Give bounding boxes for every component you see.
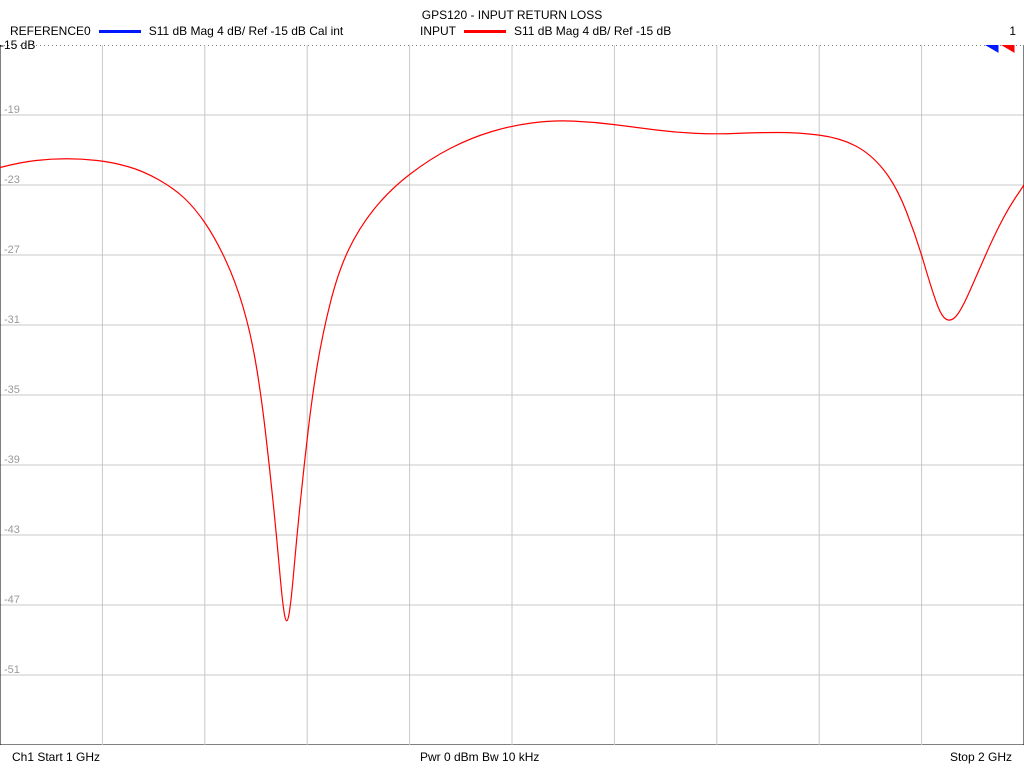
y-tick-label: -39 xyxy=(4,454,20,466)
status-left: Ch1 Start 1 GHz xyxy=(12,750,100,764)
legend-desc-1: S11 dB Mag 4 dB/ Ref -15 dB xyxy=(514,24,671,38)
y-tick-label: -47 xyxy=(4,594,20,606)
y-tick-label: -43 xyxy=(4,524,20,536)
y-tick-label: -23 xyxy=(4,174,20,186)
status-right: Stop 2 GHz xyxy=(950,750,1012,764)
y-tick-label: -35 xyxy=(4,384,20,396)
legend-swatch-1 xyxy=(464,30,506,33)
legend-name-1: INPUT xyxy=(420,24,456,38)
marker-triangle-reference xyxy=(986,45,998,52)
legend-swatch-0 xyxy=(99,30,141,33)
status-center: Pwr 0 dBm Bw 10 kHz xyxy=(420,750,539,764)
chart-title: GPS120 - INPUT RETURN LOSS xyxy=(0,8,1024,22)
y-tick-label: -27 xyxy=(4,244,20,256)
legend-name-0: REFERENCE0 xyxy=(10,24,91,38)
legend-input: INPUT S11 dB Mag 4 dB/ Ref -15 dB xyxy=(420,24,671,38)
y-tick-label: -19 xyxy=(4,104,20,116)
legend-desc-0: S11 dB Mag 4 dB/ Ref -15 dB Cal int xyxy=(149,24,344,38)
marker-triangle-input xyxy=(1002,45,1014,52)
marker-number: 1 xyxy=(1009,24,1016,38)
legend-reference0: REFERENCE0 S11 dB Mag 4 dB/ Ref -15 dB C… xyxy=(10,24,343,38)
y-tick-label: -51 xyxy=(4,664,20,676)
chart-plot: -19 -23 -27 -31 -35 -39 -43 -47 -51 xyxy=(0,45,1024,745)
y-tick-label: -31 xyxy=(4,314,20,326)
